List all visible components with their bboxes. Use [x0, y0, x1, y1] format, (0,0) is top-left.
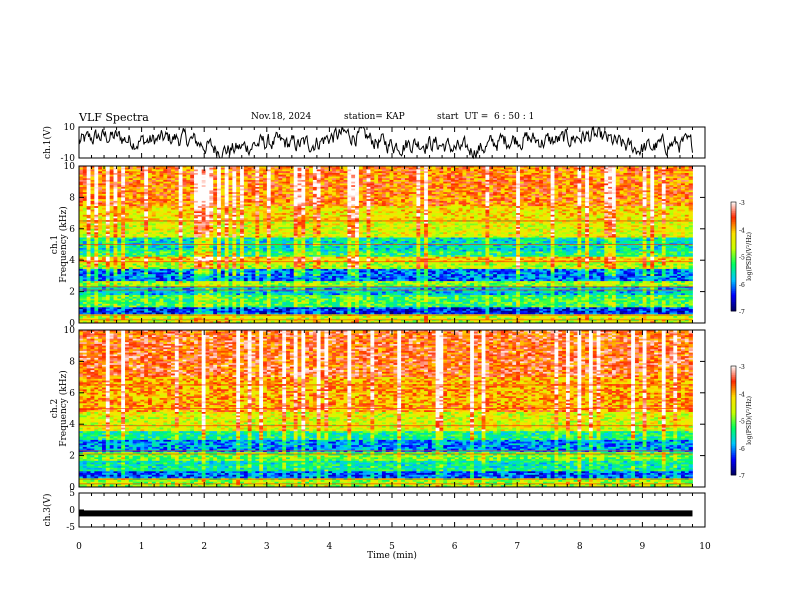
- x-tick-label: 3: [264, 542, 270, 552]
- colorbar-tick-label: -6: [739, 282, 745, 289]
- y-tick-label: -5: [66, 523, 75, 533]
- colorbar-frame: [730, 365, 737, 476]
- colorbar-tick-label: -5: [739, 419, 745, 426]
- start-time-label: start UT = 6 : 50 : 1: [437, 112, 534, 122]
- colorbar-label: log(PSD)(V²/Hz): [746, 232, 753, 281]
- y-tick-label: 8: [69, 193, 75, 203]
- colorbar-tick-label: -3: [739, 364, 745, 371]
- chart-title: VLF Spectra: [79, 111, 149, 124]
- channel-label: ch.2: [50, 399, 60, 418]
- ch3-frame: [78, 492, 706, 528]
- x-tick-label: 7: [514, 542, 520, 552]
- x-tick-label: 6: [452, 542, 458, 552]
- station-label: station= KAP: [344, 112, 405, 122]
- y-tick-label: 4: [69, 420, 75, 430]
- time-axis-label: Time (min): [367, 550, 417, 561]
- colorbar-tick-label: -7: [739, 473, 745, 480]
- x-tick-label: 10: [699, 542, 711, 552]
- colorbar-1: [731, 202, 736, 312]
- colorbar-label: log(PSD)(V²/Hz): [746, 396, 753, 445]
- frequency-axis-label: Frequency (kHz): [58, 370, 69, 447]
- colorbar-tick-label: -4: [739, 391, 745, 398]
- ch3-signal-band: [79, 510, 693, 517]
- channel-label: ch.1: [50, 235, 60, 254]
- y-tick-label: 6: [69, 389, 75, 399]
- ch3-axis-label: ch.3(V): [42, 494, 53, 527]
- y-tick-label: 0: [69, 506, 75, 516]
- y-tick-label: 5: [69, 489, 75, 499]
- x-tick-label: 4: [327, 542, 333, 552]
- y-tick-label: 0: [69, 483, 75, 493]
- colorbar-tick-label: -3: [739, 200, 745, 207]
- y-tick-label: 6: [69, 225, 75, 235]
- y-tick-label: -10: [61, 154, 76, 164]
- y-tick-label: 0: [69, 319, 75, 329]
- x-tick-label: 9: [640, 542, 646, 552]
- colorbar-tick-label: -4: [739, 227, 745, 234]
- x-tick-label: 1: [139, 542, 145, 552]
- x-tick-label: 8: [577, 542, 583, 552]
- y-tick-label: 8: [69, 357, 75, 367]
- ch1-waveform-line: [78, 125, 693, 160]
- x-tick-label: 2: [201, 542, 207, 552]
- x-tick-label: 5: [389, 542, 395, 552]
- colorbar-tick-label: -7: [739, 309, 745, 316]
- ch1-axis-label: ch.1(V): [42, 126, 53, 159]
- colorbar-2: [731, 366, 736, 476]
- y-tick-label: 2: [69, 288, 75, 298]
- x-tick-label: 0: [76, 542, 82, 552]
- colorbar-tick-label: -5: [739, 255, 745, 262]
- colorbar-tick-label: -6: [739, 446, 745, 453]
- y-tick-label: 2: [69, 452, 75, 462]
- date-label: Nov.18, 2024: [251, 112, 311, 122]
- y-tick-label: 4: [69, 256, 75, 266]
- y-tick-label: 10: [64, 162, 76, 172]
- y-tick-label: 10: [64, 326, 76, 336]
- colorbar-frame: [730, 201, 737, 312]
- frequency-axis-label: Frequency (kHz): [58, 206, 69, 283]
- y-tick-label: 10: [64, 123, 76, 133]
